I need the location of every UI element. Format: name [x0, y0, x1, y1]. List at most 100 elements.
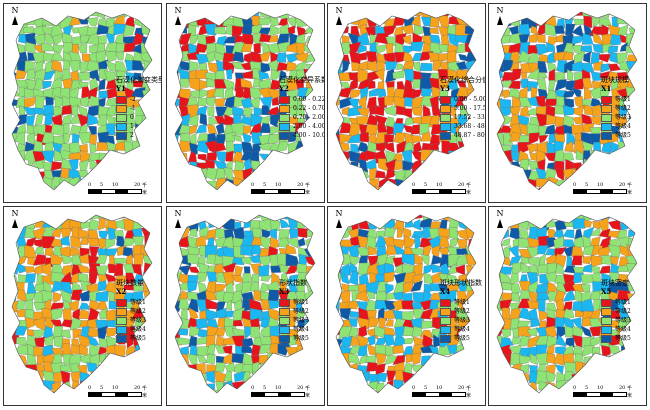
county-region — [414, 235, 421, 250]
county-region — [222, 352, 234, 365]
legend-label: 等级1 — [293, 298, 309, 306]
county-region — [196, 272, 208, 283]
county-region — [430, 263, 441, 273]
county-region — [276, 140, 290, 153]
north-label: N — [335, 209, 343, 218]
county-region — [296, 263, 308, 274]
county-region — [411, 168, 424, 179]
county-region — [554, 134, 565, 143]
county-region — [61, 329, 71, 339]
county-region — [205, 167, 218, 182]
county-region — [582, 77, 593, 90]
county-region — [259, 50, 271, 62]
choropleth-map — [496, 11, 638, 191]
county-region — [259, 123, 271, 134]
legend-swatch — [116, 104, 127, 113]
scale-bar-graphic — [88, 392, 142, 397]
county-region — [107, 227, 117, 240]
north-label: N — [174, 209, 182, 218]
county-region — [252, 370, 262, 385]
legend-label: 0 — [130, 113, 134, 121]
legend-label: 等级5 — [130, 334, 146, 342]
county-region — [538, 298, 546, 312]
legend-variable: X2 — [116, 287, 127, 296]
legend-item: 等级5 — [601, 131, 631, 140]
legend-title: 斑块形状指数 — [440, 279, 482, 287]
arrow-icon — [497, 16, 503, 25]
county-region — [206, 354, 216, 365]
legend-item: 等级1 — [116, 298, 146, 307]
county-region — [374, 185, 388, 190]
county-region — [339, 142, 350, 152]
county-region — [68, 60, 81, 73]
scale-tick-label: 20 — [458, 385, 465, 391]
county-region — [562, 90, 576, 99]
arrow-icon — [12, 16, 18, 25]
county-region — [420, 355, 432, 367]
arrow-icon — [336, 219, 342, 228]
county-region — [205, 159, 215, 171]
legend-item: 等级1 — [440, 298, 482, 307]
county-region — [562, 308, 575, 320]
legend-swatch — [440, 95, 451, 104]
county-region — [607, 45, 619, 54]
county-region — [356, 68, 369, 82]
county-region — [52, 392, 63, 393]
county-region — [383, 104, 397, 116]
county-region — [582, 256, 593, 265]
county-region — [285, 265, 299, 275]
county-region — [545, 41, 556, 52]
legend-swatch — [279, 316, 290, 325]
county-region — [33, 140, 44, 153]
legend-label: 等级4 — [454, 325, 470, 333]
county-region — [297, 227, 309, 238]
legend-swatch — [440, 113, 451, 122]
county-region — [607, 71, 621, 82]
county-region — [33, 77, 43, 91]
county-region — [279, 23, 290, 37]
legend-swatch — [279, 131, 290, 140]
county-region — [410, 280, 423, 292]
county-region — [196, 335, 209, 345]
legend-item: 等级2 — [601, 104, 631, 113]
county-region — [583, 15, 593, 29]
county-region — [77, 272, 89, 283]
county-region — [508, 15, 521, 28]
north-arrow-icon: N — [332, 209, 346, 228]
county-region — [205, 35, 216, 47]
county-region — [25, 273, 36, 283]
county-region — [15, 69, 27, 80]
scale-bar-graphic — [412, 189, 466, 194]
legend-swatch — [279, 298, 290, 307]
county-region — [526, 143, 539, 153]
county-region — [205, 290, 218, 301]
county-region — [195, 318, 208, 330]
scale-unit: 千米 — [627, 386, 633, 399]
county-region — [61, 113, 73, 128]
county-region — [51, 228, 62, 238]
county-region — [385, 167, 397, 180]
county-region — [500, 238, 511, 247]
county-region — [226, 68, 233, 80]
county-region — [125, 132, 133, 145]
county-region — [105, 238, 116, 250]
county-region — [45, 316, 55, 329]
scale-tick-label: 20 — [297, 385, 304, 391]
county-region — [545, 89, 557, 100]
county-region — [98, 364, 108, 376]
county-region — [258, 362, 272, 375]
legend-label: 等级3 — [615, 316, 631, 324]
scale-bar-graphic — [412, 392, 466, 397]
legend-title: 石漠化演变类型 — [116, 76, 162, 84]
county-region — [175, 134, 179, 144]
county-region — [25, 32, 37, 46]
county-region — [98, 78, 106, 91]
county-region — [520, 71, 528, 80]
county-region — [62, 343, 72, 355]
county-region — [188, 335, 198, 348]
region-outline — [11, 214, 153, 394]
county-region — [68, 158, 79, 172]
county-region — [50, 302, 64, 310]
county-region — [423, 264, 434, 275]
